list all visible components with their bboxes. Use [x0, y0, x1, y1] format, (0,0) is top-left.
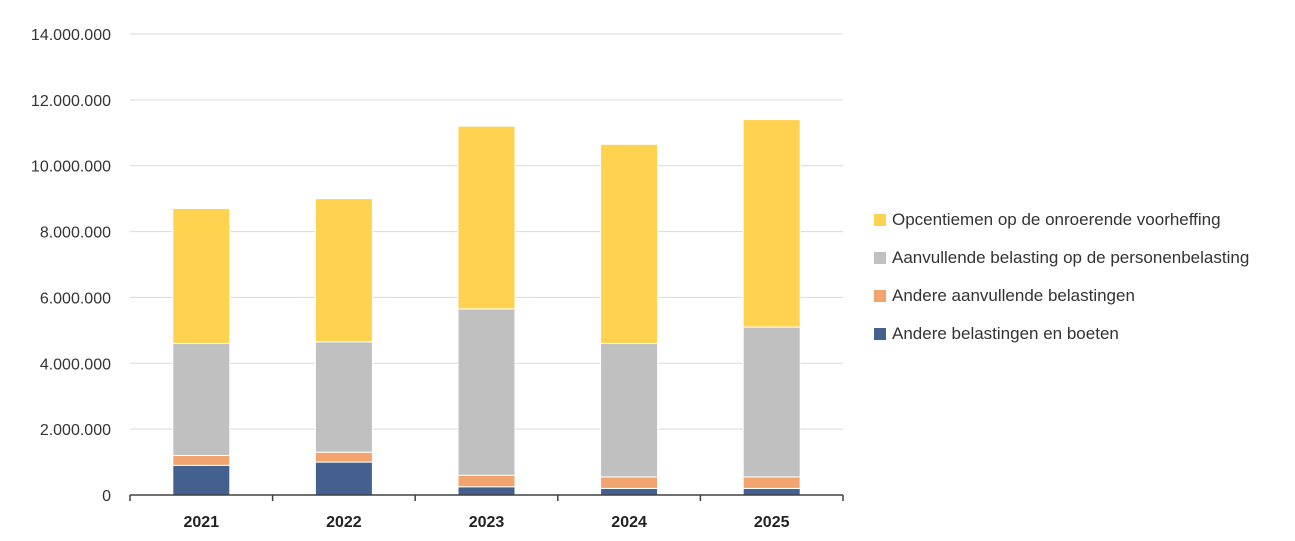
- legend-label: Andere belastingen en boeten: [892, 324, 1119, 343]
- bar-segment: [457, 486, 516, 496]
- bar-segment: [742, 119, 801, 328]
- chart-legend: Opcentiemen op de onroerende voorheffing…: [874, 208, 1249, 360]
- y-tick-label: 4.000.000: [40, 356, 111, 373]
- legend-item: Andere belastingen en boeten: [874, 322, 1249, 346]
- legend-swatch: [874, 290, 886, 302]
- bar-segment: [600, 476, 659, 489]
- y-tick-label: 2.000.000: [40, 422, 111, 439]
- legend-label: Andere aanvullende belastingen: [892, 286, 1135, 305]
- y-tick-label: 12.000.000: [31, 93, 111, 110]
- legend-item: Aanvullende belasting op de personenbela…: [874, 246, 1249, 270]
- x-tick-label: 2025: [754, 514, 790, 531]
- y-tick-label: 10.000.000: [31, 159, 111, 176]
- bar-segment: [314, 451, 373, 463]
- y-tick-label: 14.000.000: [31, 27, 111, 44]
- legend-swatch: [874, 328, 886, 340]
- bar-segment: [314, 198, 373, 343]
- legend-label: Aanvullende belasting op de personenbela…: [892, 248, 1250, 267]
- x-tick-label: 2024: [611, 514, 647, 531]
- bar-segment: [600, 487, 659, 496]
- bar-segment: [742, 476, 801, 489]
- bar-segment: [172, 464, 231, 496]
- bar-segment: [314, 461, 373, 496]
- legend-swatch: [874, 252, 886, 264]
- bar-segment: [457, 474, 516, 488]
- x-tick-label: 2021: [184, 514, 220, 531]
- legend-item: Andere aanvullende belastingen: [874, 284, 1249, 308]
- bar-segment: [172, 454, 231, 466]
- bar-segment: [742, 326, 801, 478]
- bar-segment: [742, 487, 801, 496]
- y-tick-label: 8.000.000: [40, 225, 111, 242]
- y-tick-label: 6.000.000: [40, 290, 111, 307]
- bar-segment: [314, 341, 373, 453]
- bar-segment: [172, 208, 231, 345]
- x-tick-label: 2022: [326, 514, 362, 531]
- bar-segment: [172, 343, 231, 456]
- bar-segment: [600, 143, 659, 345]
- legend-item: Opcentiemen op de onroerende voorheffing: [874, 208, 1249, 232]
- legend-label: Opcentiemen op de onroerende voorheffing: [892, 210, 1221, 229]
- bar-segment: [600, 343, 659, 478]
- y-tick-label: 0: [102, 488, 111, 505]
- bar-segment: [457, 125, 516, 310]
- bar-segment: [457, 308, 516, 476]
- x-tick-label: 2023: [469, 514, 505, 531]
- legend-swatch: [874, 214, 886, 226]
